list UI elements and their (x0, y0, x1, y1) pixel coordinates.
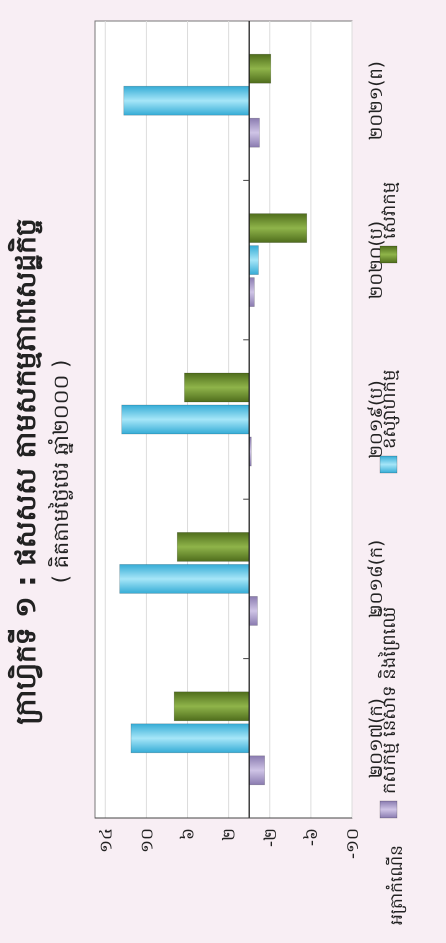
bar (123, 85, 250, 116)
y-tick-labels: ១៤ ១០ ៦ ២ -២ -៦ -១០ (96, 828, 363, 859)
bar (130, 723, 250, 754)
y-tick-label: -២ (261, 828, 281, 847)
bar (176, 532, 250, 562)
y-tick-label: -៦ (302, 828, 322, 846)
y-tick-label: ៦ (179, 828, 199, 840)
x-tick-label: ២០១៧(ក) (366, 698, 387, 778)
x-tick-label: ២០១៩(ប) (366, 380, 387, 458)
bar (248, 117, 260, 148)
y-axis-label: អត្រាកំណើន (385, 845, 407, 925)
x-tick-labels: ២០១៧(ក) ២០១៨(ក) ២០១៩(ប) ២០២០(ប) ២០២១(ព) (366, 61, 387, 778)
bar (248, 277, 255, 307)
bars-group (119, 53, 308, 786)
x-tick-label: ២០២១(ព) (366, 61, 387, 140)
axes-group (95, 21, 352, 819)
legend: កសិកម្ម នេសាទ និងព្រៃឈើ ឧស្សាហកម្ម សេវាកម្… (377, 182, 400, 819)
y-tick-label: -១០ (343, 828, 363, 859)
x-tick-label: ២០២០(ប) (366, 221, 387, 299)
legend-swatch (379, 800, 398, 819)
bar (184, 372, 250, 403)
bar (248, 53, 272, 84)
bar (173, 691, 250, 722)
bar (248, 245, 259, 275)
y-tick-label: ២ (220, 828, 240, 841)
bar (248, 755, 265, 786)
bar (248, 213, 308, 243)
y-tick-label: ១៤ (96, 828, 116, 853)
legend-swatch (379, 245, 398, 264)
y-tick-label: ១០ (137, 828, 157, 853)
legend-label: សេវាកម្ម (379, 182, 400, 239)
legend-swatch (379, 455, 398, 474)
legend-label: កសិកម្ម នេសាទ និងព្រៃឈើ (377, 607, 400, 794)
legend-label: ឧស្សាហកម្ម (379, 370, 400, 449)
bar (119, 564, 250, 594)
x-tick-label: ២០១៨(ក) (366, 540, 387, 618)
bar (121, 404, 250, 435)
bar (248, 596, 258, 626)
